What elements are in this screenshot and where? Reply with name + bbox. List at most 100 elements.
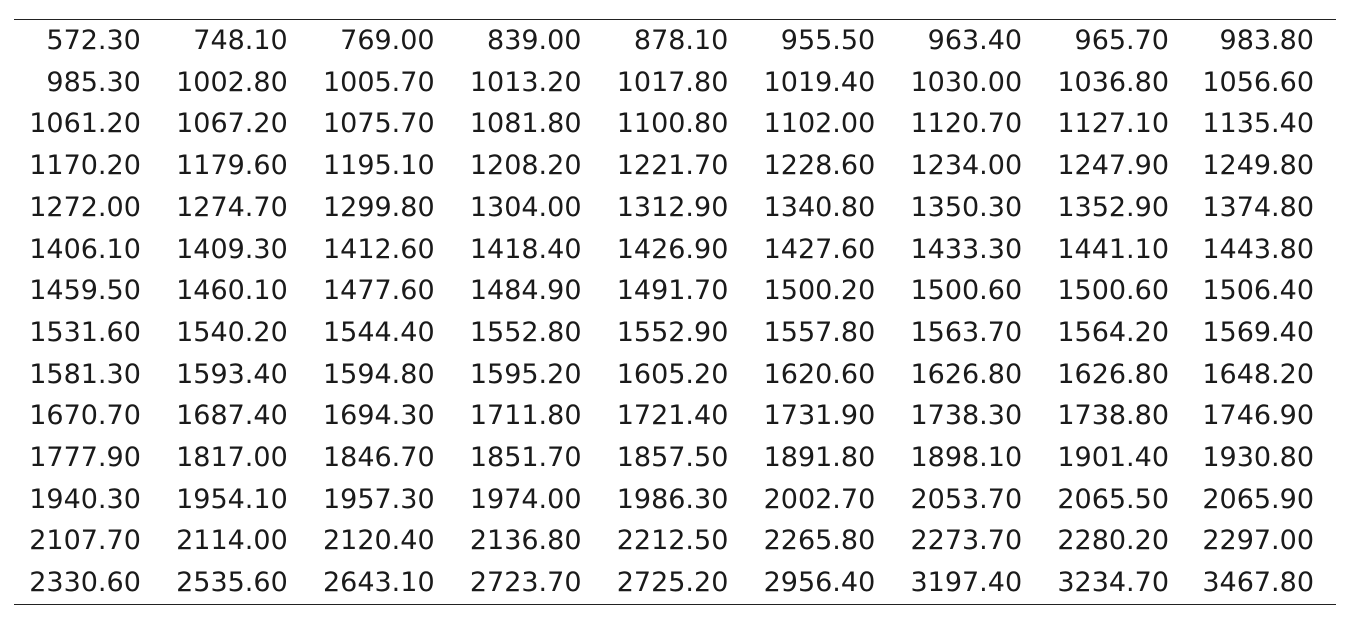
table-cell: 2107.70 xyxy=(29,525,141,557)
table-cell: 839.00 xyxy=(487,25,582,56)
table-cell: 1418.40 xyxy=(469,233,582,265)
table-cell: 1851.70 xyxy=(469,442,582,474)
table-cell: 1552.80 xyxy=(469,316,582,348)
table-cell: 1312.90 xyxy=(616,191,729,223)
table-cell: 2723.70 xyxy=(469,567,582,599)
table-cell: 2212.50 xyxy=(616,525,729,557)
table-cell: 1694.30 xyxy=(322,400,435,432)
table-cell: 1731.90 xyxy=(763,400,876,432)
table-cell: 1552.90 xyxy=(616,316,729,348)
table-row: 1777.90 1817.00 1846.70 1851.70 1857.50 1891.… xyxy=(14,437,1336,479)
table-cell: 1500.20 xyxy=(763,275,876,307)
table-cell: 1777.90 xyxy=(29,442,141,474)
table-cell: 1670.70 xyxy=(29,400,141,432)
table-cell: 1127.10 xyxy=(1057,108,1169,140)
table-cell: 1687.40 xyxy=(176,400,288,432)
table-cell: 2330.60 xyxy=(29,567,141,599)
table-cell: 1135.40 xyxy=(1202,108,1314,140)
table-cell: 769.00 xyxy=(340,25,435,56)
table-cell: 1100.80 xyxy=(616,108,729,140)
table-cell: 1711.80 xyxy=(469,400,582,432)
table-cell: 1605.20 xyxy=(616,358,729,390)
table-cell: 1620.60 xyxy=(763,358,876,390)
table-cell: 1406.10 xyxy=(29,233,141,265)
table-cell: 2120.40 xyxy=(322,525,435,557)
table-cell: 1036.80 xyxy=(1057,66,1169,98)
table-cell: 1626.80 xyxy=(910,358,1023,390)
table-cell: 748.10 xyxy=(193,25,288,56)
table-cell: 2002.70 xyxy=(763,483,876,515)
table-cell: 2053.70 xyxy=(910,483,1023,515)
table-cell: 1506.40 xyxy=(1202,275,1314,307)
table-cell: 1581.30 xyxy=(29,358,141,390)
table-cell: 1957.30 xyxy=(322,483,435,515)
table-cell: 2643.10 xyxy=(322,567,435,599)
table-cell: 2114.00 xyxy=(176,525,288,557)
table-cell: 1544.40 xyxy=(322,316,435,348)
table-cell: 1746.90 xyxy=(1202,400,1314,432)
table-cell: 2725.20 xyxy=(616,567,729,599)
table-cell: 1443.80 xyxy=(1202,233,1314,265)
table-cell: 1075.70 xyxy=(322,108,435,140)
table-row: 1170.20 1179.60 1195.10 1208.20 1221.70 1228.… xyxy=(14,145,1336,187)
table-cell: 1540.20 xyxy=(176,316,288,348)
table-cell: 1738.80 xyxy=(1057,400,1169,432)
table-cell: 572.30 xyxy=(46,25,141,56)
table-cell: 985.30 xyxy=(46,66,141,98)
table-row: 2107.70 2114.00 2120.40 2136.80 2212.50 2265.… xyxy=(14,520,1336,562)
data-table-container: 572.30 748.10 769.00 839.00 878.10 955.50 963.… xyxy=(14,19,1336,605)
table-cell: 1817.00 xyxy=(176,442,288,474)
table-cell: 1891.80 xyxy=(763,442,876,474)
table-cell: 1721.40 xyxy=(616,400,729,432)
table-cell: 1272.00 xyxy=(29,191,141,223)
table-cell: 2280.20 xyxy=(1057,525,1169,557)
table-cell: 1857.50 xyxy=(616,442,729,474)
table-cell: 1563.70 xyxy=(910,316,1023,348)
table-cell: 1208.20 xyxy=(469,150,582,182)
table-row: 985.30 1002.80 1005.70 1013.20 1017.80 1019.4… xyxy=(14,62,1336,104)
table-cell: 1274.70 xyxy=(176,191,288,223)
table-cell: 1593.40 xyxy=(176,358,288,390)
table-cell: 1484.90 xyxy=(469,275,582,307)
table-cell: 983.80 xyxy=(1219,25,1314,56)
table-cell: 1234.00 xyxy=(910,150,1023,182)
table-cell: 955.50 xyxy=(780,25,876,56)
table-cell: 1002.80 xyxy=(176,66,288,98)
table-cell: 1019.40 xyxy=(763,66,876,98)
table-cell: 3467.80 xyxy=(1202,567,1314,599)
table-cell: 1340.80 xyxy=(763,191,876,223)
table-cell: 1067.20 xyxy=(176,108,288,140)
table-cell: 1564.20 xyxy=(1057,316,1169,348)
table-cell: 1595.20 xyxy=(469,358,582,390)
table-cell: 1350.30 xyxy=(910,191,1023,223)
table-cell: 1061.20 xyxy=(29,108,141,140)
table-cell: 1901.40 xyxy=(1057,442,1169,474)
table-cell: 1500.60 xyxy=(1057,275,1169,307)
table-cell: 1426.90 xyxy=(616,233,729,265)
table-cell: 1247.90 xyxy=(1057,150,1169,182)
table-cell: 1986.30 xyxy=(616,483,729,515)
table-cell: 1299.80 xyxy=(322,191,435,223)
table-cell: 1459.50 xyxy=(29,275,141,307)
table-row: 1061.20 1067.20 1075.70 1081.80 1100.80 1102.… xyxy=(14,103,1336,145)
table-cell: 1940.30 xyxy=(29,483,141,515)
table-cell: 1460.10 xyxy=(176,275,288,307)
table-row: 1940.30 1954.10 1957.30 1974.00 1986.30 2002.… xyxy=(14,479,1336,521)
table-cell: 1412.60 xyxy=(322,233,435,265)
table-cell: 1930.80 xyxy=(1202,442,1314,474)
table-cell: 1441.10 xyxy=(1057,233,1169,265)
table-cell: 2265.80 xyxy=(763,525,876,557)
table-cell: 1594.80 xyxy=(322,358,435,390)
table-cell: 965.70 xyxy=(1074,25,1169,56)
table-cell: 878.10 xyxy=(633,25,729,56)
table-cell: 1228.60 xyxy=(763,150,876,182)
table-cell: 2956.40 xyxy=(763,567,876,599)
table-cell: 1221.70 xyxy=(616,150,729,182)
table-row: 1459.50 1460.10 1477.60 1484.90 1491.70 1500.… xyxy=(14,270,1336,312)
table-cell: 1954.10 xyxy=(176,483,288,515)
table-cell: 2065.50 xyxy=(1057,483,1169,515)
table-body: 572.30 748.10 769.00 839.00 878.10 955.50 963.… xyxy=(14,20,1336,604)
table-cell: 2297.00 xyxy=(1202,525,1314,557)
table-row: 1406.10 1409.30 1412.60 1418.40 1426.90 1427.… xyxy=(14,229,1336,271)
